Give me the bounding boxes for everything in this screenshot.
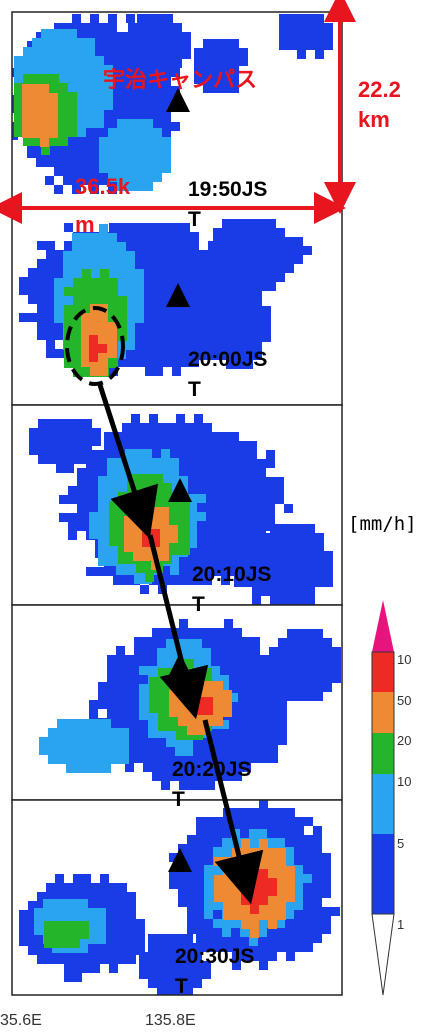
campus-marker-triangle-3	[168, 478, 192, 502]
time-label-5: 20:30JS T	[175, 945, 255, 998]
time-label-1: 19:50JS T	[188, 178, 268, 231]
width-dimension-label: 36.5k m	[75, 174, 131, 237]
radar-panel-1	[11, 11, 343, 208]
time-label-3: 20:10JS T	[192, 563, 272, 616]
time-label-4: 20:20JS T	[172, 758, 252, 811]
legend-swatch-3	[372, 733, 394, 774]
time-label-2: 20:00JS T	[188, 348, 268, 401]
campus-label: 宇治キャンパス	[103, 67, 258, 92]
storm-cell-highlight-ellipse	[65, 306, 125, 386]
radar-panel-2	[11, 206, 343, 406]
radar-panel-5	[11, 799, 343, 996]
legend-swatch-5	[372, 834, 394, 914]
legend-bottom-triangle	[371, 913, 395, 996]
height-dimension-label: 22.2 km	[358, 77, 401, 132]
legend-label-10: 10	[397, 774, 412, 789]
legend-label-100: 10	[397, 652, 412, 667]
legend-label-50: 50	[397, 693, 412, 708]
movement-arrow-3	[202, 719, 264, 905]
legend-label-20: 20	[397, 733, 412, 748]
longitude-label-right: 135.8E	[145, 1012, 196, 1029]
unit-label: [mm/h]	[348, 513, 417, 535]
legend-label-5: 5	[397, 836, 405, 851]
legend-swatch-4	[372, 774, 394, 834]
legend-swatch-1	[372, 652, 394, 692]
longitude-label-left: 35.6E	[0, 1012, 42, 1029]
movement-arrow-2	[147, 534, 209, 720]
campus-marker-triangle-2	[166, 283, 190, 307]
campus-marker-triangle-5	[168, 848, 192, 872]
campus-marker-triangle-1	[166, 88, 190, 112]
radar-panel-3	[11, 404, 343, 606]
legend-top-triangle	[372, 600, 394, 652]
legend-swatch-2	[372, 692, 394, 733]
color-legend	[371, 600, 395, 996]
movement-arrow-1	[97, 384, 159, 539]
legend-label-1: 1	[397, 917, 405, 932]
